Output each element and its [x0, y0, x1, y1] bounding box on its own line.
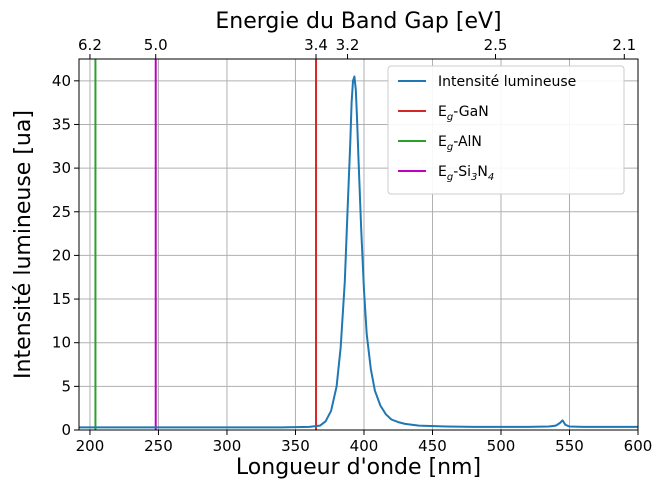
y-axis-ticks: 0 5 10 15 20 25 30 35 40 [52, 72, 79, 439]
x-tick-label: 200 [76, 437, 105, 455]
y-tick-label: 35 [52, 115, 71, 133]
y-tick-label: 0 [61, 421, 71, 439]
top-tick-label: 6.2 [78, 36, 102, 54]
top-axis-ticks: 6.2 5.0 3.4 3.2 2.5 2.1 [78, 36, 636, 59]
x-tick-label: 450 [418, 437, 447, 455]
legend-entry-label: Eg-AlN [438, 134, 482, 153]
x-axis-ticks: 200 250 300 350 400 450 500 550 600 [76, 430, 652, 455]
top-tick-label: 2.5 [484, 36, 508, 54]
y-tick-label: 30 [52, 159, 71, 177]
intensity-line [79, 75, 638, 429]
top-tick-label: 5.0 [144, 36, 168, 54]
x-tick-label: 500 [487, 437, 516, 455]
x-tick-label: 400 [350, 437, 379, 455]
top-tick-label: 3.2 [336, 36, 360, 54]
y-tick-label: 25 [52, 203, 71, 221]
x-tick-label: 600 [624, 437, 652, 455]
y-tick-label: 40 [52, 72, 71, 90]
y-tick-label: 20 [52, 246, 71, 264]
y-axis-label: Intensité lumineuse [ua] [11, 110, 36, 379]
top-tick-label: 3.4 [304, 36, 328, 54]
x-axis-label: Longueur d'onde [nm] [236, 455, 481, 480]
x-tick-label: 300 [213, 437, 242, 455]
legend-entry-label: Intensité lumineuse [438, 74, 576, 90]
legend-entry-label: Eg-Si3N4 [438, 164, 494, 183]
x-tick-label: 250 [144, 437, 173, 455]
plot-frame [78, 58, 639, 431]
legend-entry-label: Eg-GaN [438, 104, 489, 123]
x-tick-label: 350 [281, 437, 310, 455]
band-gap-lines [94, 59, 318, 430]
chart-title: Energie du Band Gap [eV] [215, 9, 501, 34]
legend: Intensité lumineuse Eg-GaN Eg-AlN Eg-Si3N4 [387, 65, 625, 195]
series-layer [79, 75, 638, 429]
y-tick-label: 10 [52, 334, 71, 352]
y-tick-label: 5 [61, 377, 71, 395]
legend-box [387, 65, 625, 195]
top-tick-label: 2.1 [612, 36, 636, 54]
x-tick-label: 550 [555, 437, 584, 455]
y-tick-label: 15 [52, 290, 71, 308]
